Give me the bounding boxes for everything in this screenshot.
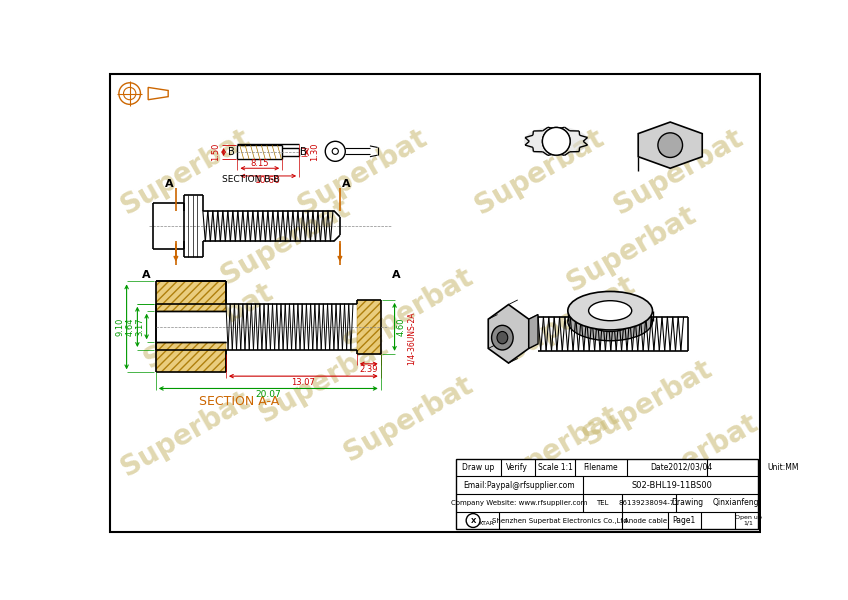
Text: S02-BHL19-11BS00: S02-BHL19-11BS00: [631, 481, 712, 490]
Text: Superbat: Superbat: [115, 124, 254, 220]
Text: 1.50: 1.50: [211, 143, 220, 161]
Polygon shape: [488, 305, 529, 363]
Text: 86139238094-71: 86139238094-71: [618, 500, 679, 506]
Text: SECTION B-B: SECTION B-B: [222, 175, 279, 184]
Ellipse shape: [524, 127, 589, 156]
Text: X: X: [471, 518, 476, 524]
Text: 8.15: 8.15: [250, 159, 269, 168]
Polygon shape: [529, 314, 538, 349]
Polygon shape: [639, 122, 702, 168]
Text: Shenzhen Superbat Electronics Co.,Ltd: Shenzhen Superbat Electronics Co.,Ltd: [493, 518, 628, 524]
Text: Superbat: Superbat: [609, 124, 747, 220]
Circle shape: [658, 133, 683, 157]
Ellipse shape: [492, 325, 513, 350]
Text: 20.07: 20.07: [255, 390, 282, 399]
Text: Superbat: Superbat: [115, 386, 254, 482]
Text: B: B: [228, 147, 235, 157]
Polygon shape: [156, 342, 226, 372]
Ellipse shape: [568, 292, 652, 330]
Text: Company Website: www.rfsupplier.com: Company Website: www.rfsupplier.com: [451, 500, 588, 506]
Text: B: B: [299, 147, 306, 157]
Text: Drawing: Drawing: [671, 499, 703, 508]
Ellipse shape: [568, 302, 652, 341]
Text: Superbat: Superbat: [562, 201, 701, 297]
Ellipse shape: [589, 311, 632, 331]
Text: 1/4-36UNS-2A: 1/4-36UNS-2A: [407, 311, 416, 365]
Text: 4.60: 4.60: [397, 317, 406, 336]
Text: 13.07: 13.07: [291, 378, 315, 387]
Text: XTAR: XTAR: [479, 521, 495, 526]
Text: Superbat: Superbat: [485, 401, 624, 497]
Polygon shape: [357, 300, 381, 354]
Text: Superbat: Superbat: [254, 332, 393, 428]
Text: A: A: [342, 179, 350, 188]
Text: Superbat: Superbat: [293, 124, 432, 220]
Text: Superbat: Superbat: [215, 193, 354, 290]
Text: Filename: Filename: [583, 463, 617, 472]
Text: Superbat: Superbat: [500, 270, 639, 367]
Text: Superbat: Superbat: [624, 409, 762, 505]
Text: A: A: [165, 179, 174, 188]
Text: SECTION A-A: SECTION A-A: [199, 395, 279, 408]
Text: A: A: [142, 270, 151, 280]
Text: Unit:MM: Unit:MM: [767, 463, 799, 472]
Text: Anode cable: Anode cable: [624, 518, 667, 524]
Text: Scale 1:1: Scale 1:1: [538, 463, 573, 472]
Text: Superbat: Superbat: [577, 355, 717, 451]
Text: A: A: [392, 270, 400, 280]
Text: 2.39: 2.39: [360, 365, 377, 374]
Bar: [456, 458, 758, 529]
Text: Verify: Verify: [506, 463, 528, 472]
Text: 4.64: 4.64: [126, 317, 135, 336]
Text: 9.10: 9.10: [115, 317, 124, 336]
Circle shape: [332, 148, 338, 154]
Text: TEL: TEL: [596, 500, 609, 506]
Circle shape: [326, 141, 345, 161]
Text: 10.60: 10.60: [255, 176, 282, 185]
Text: Superbat: Superbat: [339, 370, 477, 467]
Text: 3.17: 3.17: [135, 317, 144, 336]
Text: Superbat: Superbat: [339, 263, 477, 359]
Polygon shape: [156, 281, 226, 311]
Text: Superbat: Superbat: [470, 124, 609, 220]
Text: Date2012/03/04: Date2012/03/04: [650, 463, 712, 472]
Circle shape: [543, 127, 570, 155]
Text: Open up
1/1: Open up 1/1: [735, 515, 762, 526]
Bar: [156, 311, 226, 342]
Text: Qinxianfeng: Qinxianfeng: [712, 499, 759, 508]
Text: 1.30: 1.30: [310, 143, 319, 161]
Circle shape: [543, 127, 570, 155]
Circle shape: [466, 514, 480, 527]
Text: Draw up: Draw up: [462, 463, 494, 472]
Ellipse shape: [589, 301, 632, 321]
Text: Superbat: Superbat: [139, 278, 277, 374]
Text: Page1: Page1: [672, 516, 695, 525]
Text: Email:Paypal@rfsupplier.com: Email:Paypal@rfsupplier.com: [464, 481, 575, 490]
Ellipse shape: [497, 331, 508, 344]
